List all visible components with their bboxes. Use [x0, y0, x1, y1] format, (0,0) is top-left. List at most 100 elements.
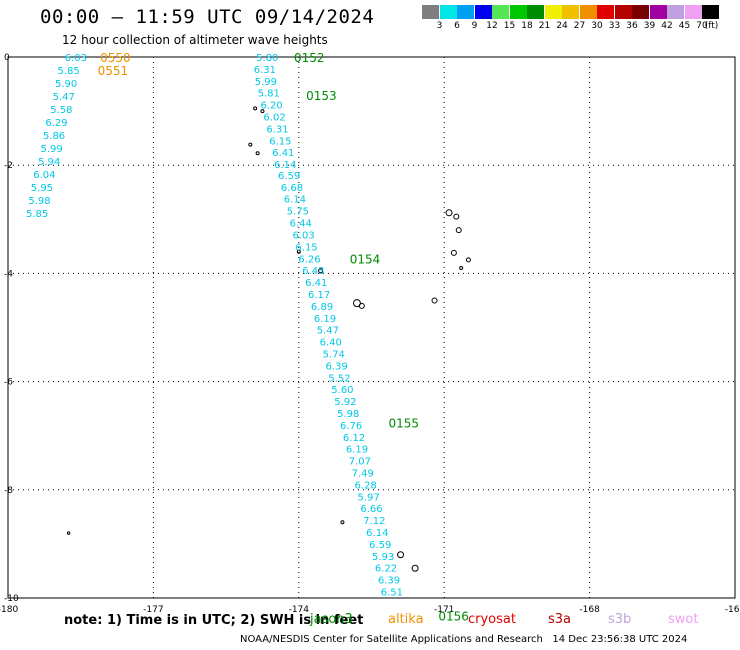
- wave-height-value: 5.47: [53, 92, 75, 103]
- wave-height-value: 5.94: [38, 157, 60, 168]
- wave-height-value: 5.93: [372, 552, 394, 563]
- time-label: 0550: [100, 51, 131, 65]
- y-tick-label: 0: [4, 53, 10, 63]
- wave-height-value: 5.85: [57, 66, 79, 77]
- wave-height-value: 6.41: [305, 278, 327, 289]
- colorbar-label: 42: [661, 21, 673, 31]
- wave-height-value: 6.04: [33, 170, 55, 181]
- island-outline: [450, 249, 457, 256]
- colorbar-swatch: [492, 5, 509, 19]
- colorbar-swatch: [702, 5, 719, 19]
- island-outline: [318, 268, 324, 274]
- colorbar-label: 36: [626, 21, 638, 31]
- satellite-label: s3b: [608, 612, 632, 627]
- x-tick-label: -174: [289, 605, 310, 615]
- colorbar-label: 21: [538, 21, 551, 31]
- wave-height-value: 5.60: [331, 385, 353, 396]
- colorbar-swatch: [439, 5, 457, 19]
- wave-height-value: 5.81: [258, 89, 280, 100]
- x-tick-label: -165: [725, 605, 740, 615]
- wave-height-value: 5.85: [26, 209, 48, 220]
- wave-height-value: 5.97: [357, 492, 379, 503]
- island-outline: [255, 151, 260, 156]
- wave-height-value: 5.74: [323, 349, 345, 360]
- wave-height-value: 5.90: [55, 79, 77, 90]
- island-outline: [453, 213, 460, 220]
- colorbar-swatch: [649, 5, 667, 19]
- wave-height-value: 6.15: [269, 136, 291, 147]
- wave-height-value: 5.75: [287, 207, 309, 218]
- wave-height-value: 6.40: [320, 338, 342, 349]
- wave-height-value: 6.59: [278, 171, 300, 182]
- colorbar-labels: 3 6 9 12 15 18 21 24 27 30 33 36 39 42 45 70 (ft): [422, 21, 740, 33]
- wave-height-value: 5.98: [337, 409, 359, 420]
- wave-height-value: 6.19: [314, 314, 336, 325]
- wave-height-value: 5.58: [50, 105, 72, 116]
- colorbar-label: 18: [521, 21, 533, 31]
- wave-height-value: 6.28: [355, 480, 377, 491]
- satellite-label: altika: [388, 612, 424, 627]
- colorbar-label: 27: [573, 21, 586, 31]
- map-title: 00:00 – 11:59 UTC 09/14/2024: [40, 6, 375, 28]
- colorbar-swatch: [684, 5, 702, 19]
- island-outline: [358, 302, 365, 309]
- island-outline: [253, 106, 258, 111]
- wave-height-value: 5.47: [317, 326, 339, 337]
- y-tick-label: -2: [4, 161, 13, 171]
- colorbar-swatch: [422, 5, 439, 19]
- y-tick-label: -8: [4, 486, 13, 496]
- map-subtitle: 12 hour collection of altimeter wave hei…: [62, 33, 328, 47]
- wave-height-value: 5.52: [328, 373, 350, 384]
- wave-height-value: 6.12: [343, 433, 365, 444]
- colorbar-label: 45: [678, 21, 691, 31]
- satellite-label: swot: [668, 612, 699, 627]
- wave-height-value: 6.17: [308, 290, 330, 301]
- island-outline: [411, 564, 419, 572]
- wave-height-value: 7.07: [349, 457, 371, 468]
- colorbar-swatch: [597, 5, 614, 19]
- wave-height-value: 5.92: [334, 397, 356, 408]
- island-outline: [445, 209, 453, 217]
- wave-height-value: 7.49: [352, 468, 374, 479]
- colorbar-label: 15: [503, 21, 516, 31]
- x-tick-label: -171: [434, 605, 454, 615]
- colorbar-swatch: [527, 5, 544, 19]
- wave-height-value: 6.39: [378, 576, 400, 587]
- y-tick-label: -6: [4, 378, 13, 388]
- wave-height-value: 6.51: [381, 588, 403, 599]
- wave-height-value: 6.39: [325, 361, 347, 372]
- island-outline: [296, 249, 301, 254]
- x-tick-label: -177: [143, 605, 163, 615]
- time-label: 0551: [98, 64, 129, 78]
- wave-height-value: 6.29: [45, 118, 67, 129]
- wave-height-value: 6.20: [261, 101, 283, 112]
- colorbar-swatch: [509, 5, 527, 19]
- wave-height-value: 6.14: [274, 160, 296, 171]
- colorbar-swatch: [562, 5, 579, 19]
- satellite-legend: jason3 altika cryosat s3a s3b swot: [0, 612, 740, 630]
- wave-height-value: 6.15: [295, 242, 317, 253]
- colorbar-swatch: [457, 5, 474, 19]
- wave-height-value: 6.31: [266, 124, 288, 135]
- wave-height-value: 6.19: [346, 445, 368, 456]
- colorbar-label: 3: [436, 21, 443, 31]
- island-outline: [248, 142, 253, 147]
- wave-height-value: 6.31: [254, 65, 276, 76]
- island-outline: [66, 531, 71, 535]
- wave-height-value: 6.14: [284, 195, 306, 206]
- wave-height-value: 6.44: [290, 219, 312, 230]
- colorbar-swatch: [614, 5, 632, 19]
- colorbar-label: (ft): [704, 21, 719, 31]
- wave-height-value: 6.66: [360, 504, 382, 515]
- satellite-label: jason3: [310, 612, 353, 627]
- island-outline: [340, 520, 345, 525]
- wave-height-value: 6.41: [272, 148, 294, 159]
- time-label: 0152: [294, 51, 325, 65]
- time-label: 0156: [438, 609, 469, 623]
- colorbar-label: 30: [591, 21, 603, 31]
- x-tick-label: -180: [0, 605, 18, 615]
- time-label: 0154: [350, 252, 381, 266]
- island-outline: [455, 227, 462, 234]
- satellite-label: s3a: [548, 612, 572, 627]
